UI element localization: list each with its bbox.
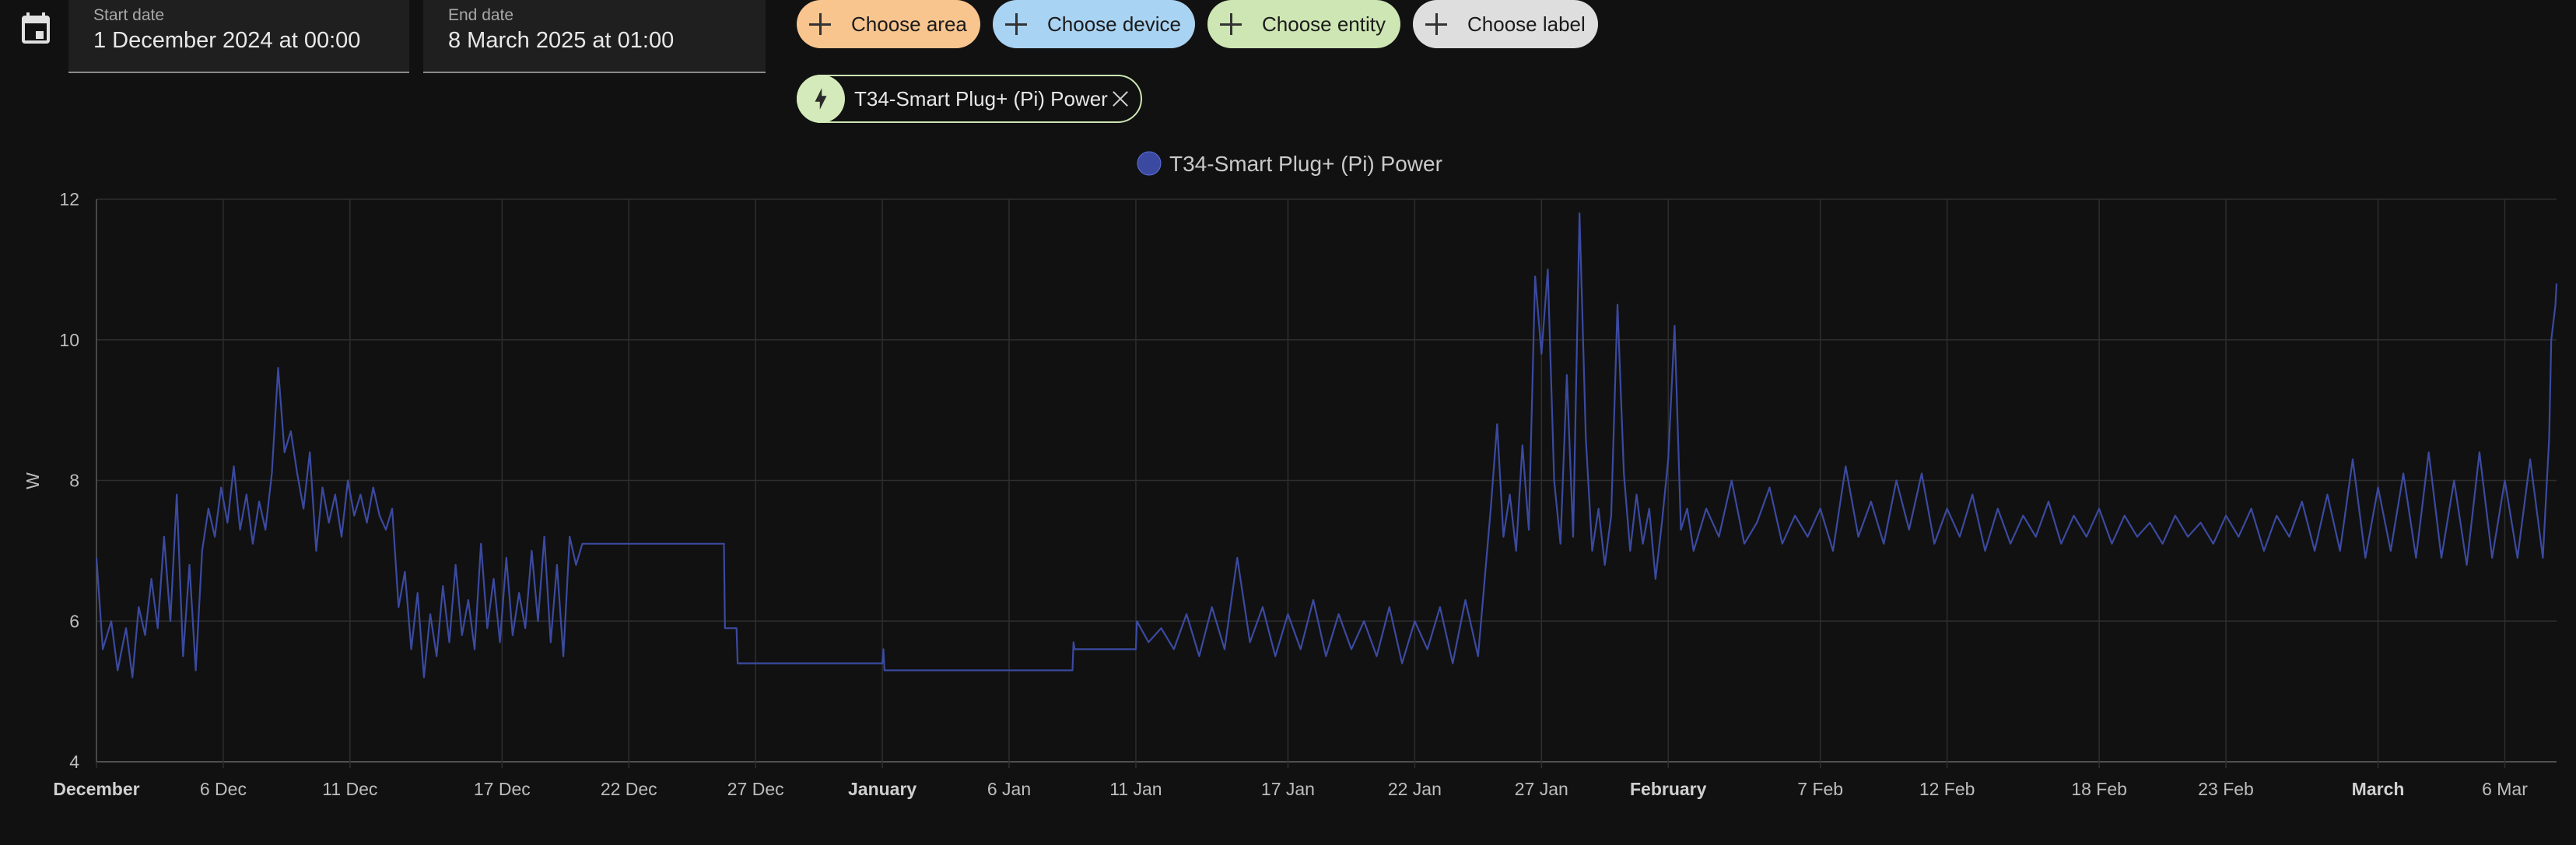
plus-icon xyxy=(1425,13,1447,35)
choose-label-label: Choose label xyxy=(1467,12,1586,36)
choose-area-label: Choose area xyxy=(851,12,967,36)
x-tick-label: 6 Mar xyxy=(2482,779,2528,799)
x-tick-label: January xyxy=(848,779,916,799)
x-tick-label: 11 Dec xyxy=(322,779,377,799)
y-tick-label: 4 xyxy=(69,752,79,772)
x-tick-label: 22 Dec xyxy=(601,779,657,799)
power-history-chart: T34-Smart Plug+ (Pi) Power 12 10 8 6 4 Decem… xyxy=(23,151,2558,799)
end-date-label: End date xyxy=(448,6,514,24)
x-tick-label: December xyxy=(53,779,139,799)
plus-icon xyxy=(1220,13,1242,35)
x-tick-label: March xyxy=(2352,779,2405,799)
x-tick-label: 22 Jan xyxy=(1388,779,1442,799)
x-tick-label: February xyxy=(1630,779,1707,799)
x-tick-label: 17 Dec xyxy=(474,779,531,799)
choose-device-label: Choose device xyxy=(1047,12,1181,36)
start-date-label: Start date xyxy=(93,6,165,24)
y-tick-label: 12 xyxy=(59,189,79,209)
x-tick-label: 12 Feb xyxy=(1919,779,1975,799)
legend-label: T34-Smart Plug+ (Pi) Power xyxy=(1169,152,1442,176)
x-tick-label: 6 Dec xyxy=(200,779,247,799)
start-date-value: 1 December 2024 at 00:00 xyxy=(93,28,361,53)
x-tick-label: 27 Jan xyxy=(1515,779,1568,799)
x-tick-label: 27 Dec xyxy=(727,779,784,799)
plus-icon xyxy=(809,13,831,35)
y-axis: 12 10 8 6 4 xyxy=(59,189,79,772)
legend-marker xyxy=(1137,151,1162,176)
choose-entity-label: Choose entity xyxy=(1262,12,1386,36)
y-axis-label: W xyxy=(23,472,43,489)
choose-device-button[interactable]: Choose device xyxy=(993,0,1195,48)
calendar-icon[interactable] xyxy=(17,11,54,48)
y-tick-label: 10 xyxy=(59,330,79,350)
end-date-value: 8 March 2025 at 01:00 xyxy=(448,28,675,53)
x-tick-label: 23 Feb xyxy=(2198,779,2254,799)
choose-entity-button[interactable]: Choose entity xyxy=(1207,0,1400,48)
end-date-field[interactable]: End date 8 March 2025 at 01:00 xyxy=(423,0,766,73)
selected-entity-chip[interactable]: T34-Smart Plug+ (Pi) Power xyxy=(797,75,1142,123)
x-tick-label: 7 Feb xyxy=(1797,779,1843,799)
x-tick-label: 11 Jan xyxy=(1109,779,1162,799)
choose-label-button[interactable]: Choose label xyxy=(1413,0,1598,48)
chart-legend[interactable]: T34-Smart Plug+ (Pi) Power xyxy=(1137,151,1442,176)
chart-grid xyxy=(96,198,2557,768)
y-tick-label: 8 xyxy=(69,471,79,491)
remove-entity-icon[interactable] xyxy=(1111,89,1130,108)
x-axis: December 6 Dec 11 Dec 17 Dec 22 Dec 27 Dec Jan… xyxy=(53,779,2528,799)
y-tick-label: 6 xyxy=(69,611,79,631)
power-series-line[interactable] xyxy=(95,212,2558,678)
x-tick-label: 6 Jan xyxy=(987,779,1031,799)
x-tick-label: 17 Jan xyxy=(1261,779,1315,799)
selected-entity-label: T34-Smart Plug+ (Pi) Power xyxy=(854,86,1108,110)
lightning-bolt-icon xyxy=(797,75,845,123)
start-date-field[interactable]: Start date 1 December 2024 at 00:00 xyxy=(68,0,409,73)
choose-area-button[interactable]: Choose area xyxy=(797,0,980,48)
x-tick-label: 18 Feb xyxy=(2071,779,2127,799)
plus-icon xyxy=(1005,13,1027,35)
